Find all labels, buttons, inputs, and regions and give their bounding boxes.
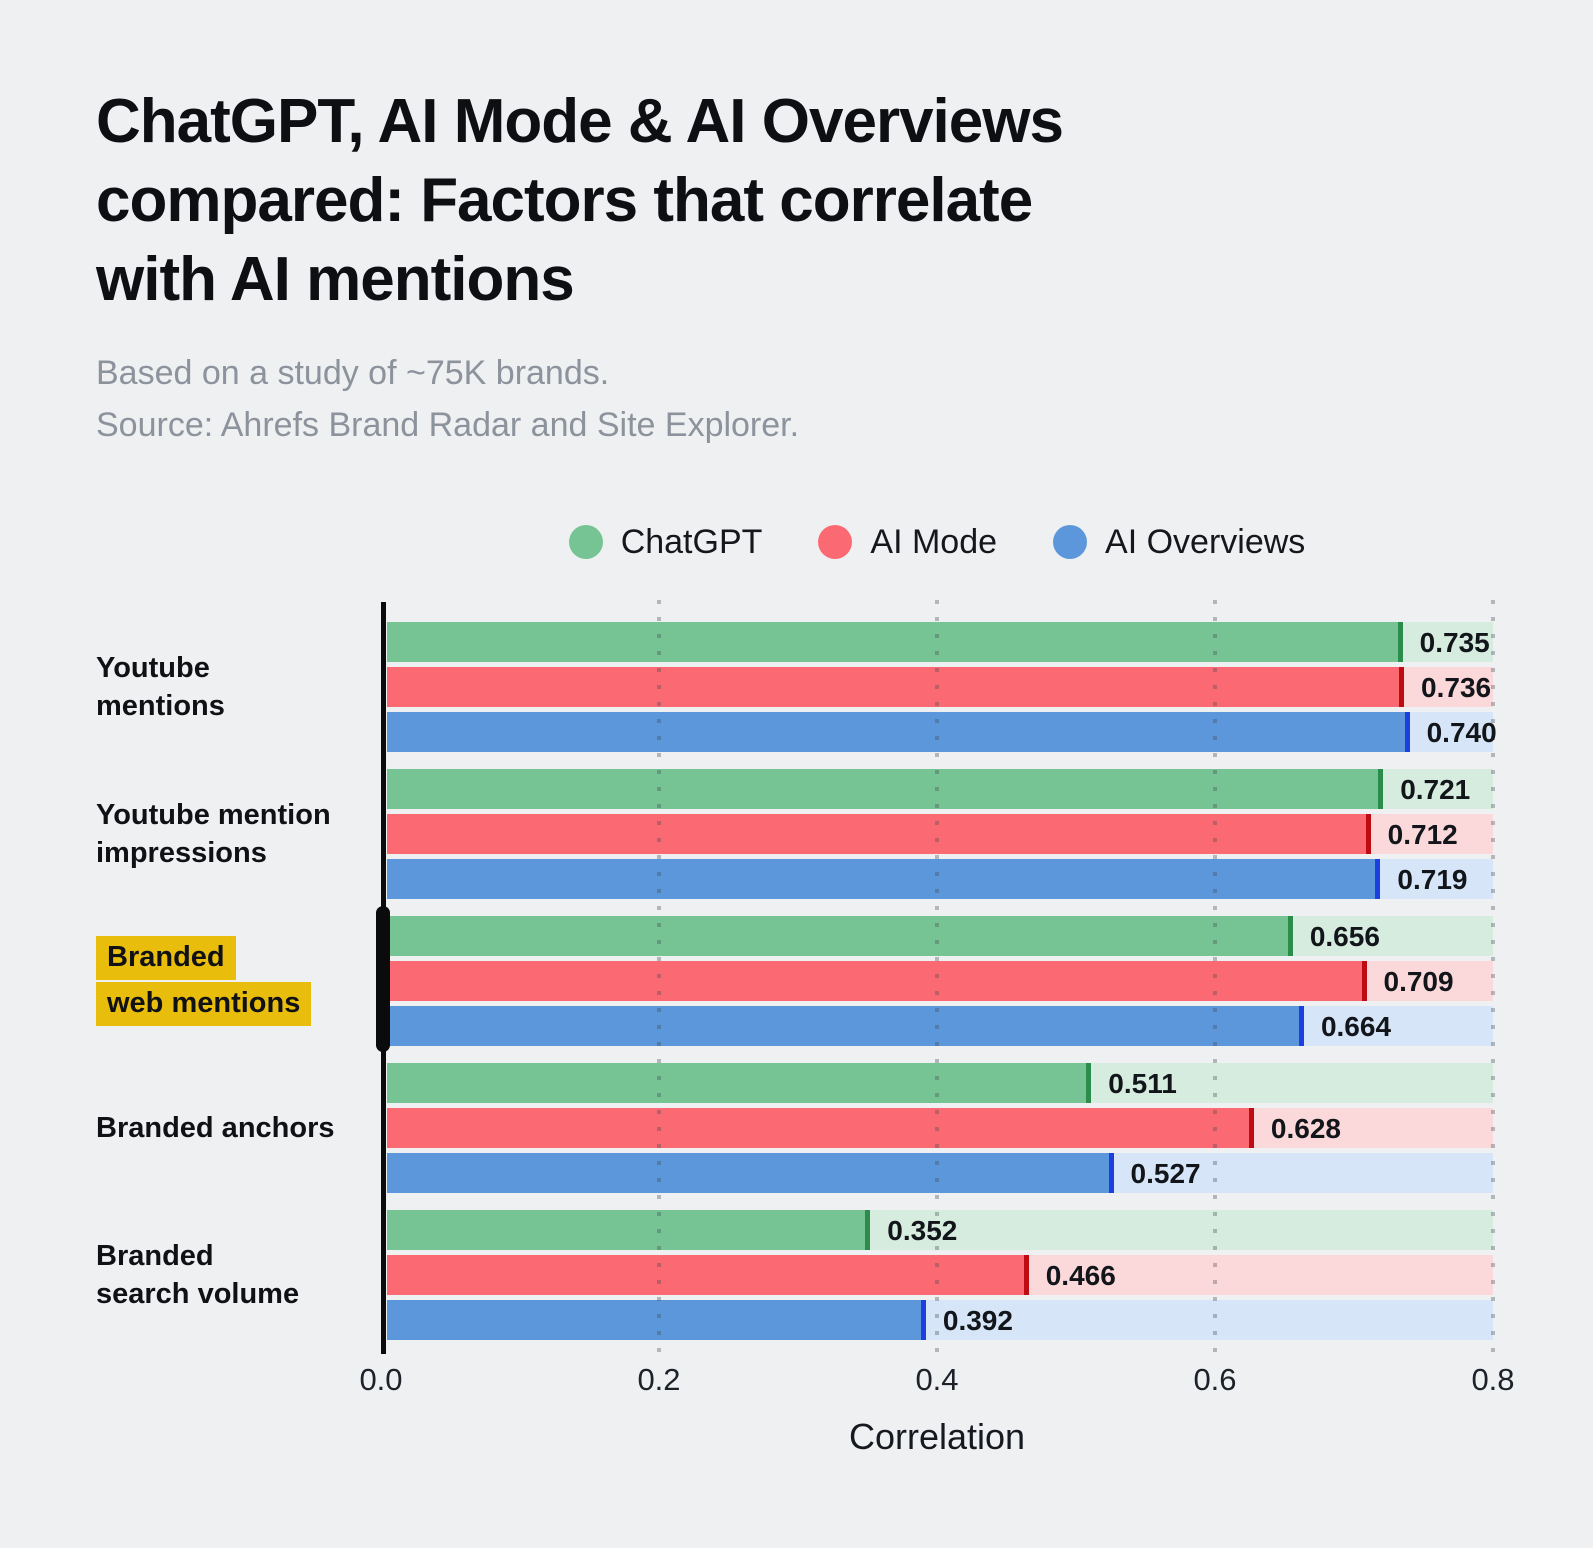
- bar-youtube-mention-impressions-ai-overviews: [387, 859, 1381, 899]
- category-label-branded-web-mentions: Branded web mentions: [96, 916, 381, 1046]
- legend-label-ai-mode: AI Mode: [870, 522, 998, 561]
- legend-item-ai-mode: AI Mode: [818, 523, 997, 562]
- legend-item-ai-overviews: AI Overviews: [1053, 523, 1305, 562]
- value-label-youtube-mentions-chatgpt: 0.735: [1419, 627, 1490, 658]
- bar-branded-web-mentions-chatgpt: [387, 916, 1293, 956]
- legend-dot-ai-mode-icon: [818, 525, 853, 559]
- gridline-0.4: [935, 600, 939, 1354]
- value-label-branded-search-volume-ai-overviews: 0.392: [942, 1305, 1013, 1336]
- value-label-branded-anchors-ai-mode: 0.628: [1270, 1113, 1341, 1144]
- value-label-youtube-mention-impressions-ai-mode: 0.712: [1387, 819, 1458, 850]
- value-label-branded-anchors-chatgpt: 0.511: [1108, 1068, 1177, 1099]
- category-label-youtube-mentions: Youtube mentions: [96, 622, 381, 752]
- category-label-line: Branded anchors: [96, 1112, 335, 1144]
- value-label-youtube-mentions-ai-mode: 0.736: [1421, 672, 1492, 703]
- chart-title-line-3: with AI mentions: [96, 245, 575, 314]
- category-label-line: Youtube mention: [96, 799, 331, 831]
- category-label-branded-search-volume: Branded search volume: [96, 1210, 381, 1340]
- legend: ChatGPT AI Mode AI Overviews: [381, 518, 1493, 566]
- gridline-0.8: [1491, 600, 1495, 1354]
- legend-dot-ai-overviews-icon: [1053, 525, 1088, 559]
- value-label-branded-search-volume-chatgpt: 0.352: [887, 1215, 958, 1246]
- legend-item-chatgpt: ChatGPT: [568, 522, 763, 562]
- category-label-line: web mentions: [96, 982, 312, 1026]
- value-label-branded-anchors-ai-overviews: 0.527: [1130, 1158, 1201, 1189]
- value-label-branded-web-mentions-chatgpt: 0.656: [1309, 921, 1380, 952]
- x-tick-0.2: 0.2: [637, 1362, 681, 1397]
- bar-branded-web-mentions-ai-mode: [387, 961, 1367, 1001]
- value-label-youtube-mentions-ai-overviews: 0.740: [1426, 717, 1497, 748]
- category-label-line: impressions: [96, 837, 267, 869]
- chart-title: ChatGPT, AI Mode & AI Overviews compared…: [96, 82, 1376, 319]
- category-label-line: Branded: [96, 936, 236, 980]
- x-tick-0.6: 0.6: [1193, 1362, 1237, 1397]
- bar-youtube-mentions-ai-mode: [387, 667, 1405, 707]
- bar-branded-anchors-chatgpt: [387, 1063, 1092, 1103]
- category-label-branded-anchors: Branded anchors: [96, 1063, 381, 1193]
- value-label-youtube-mention-impressions-chatgpt: 0.721: [1400, 774, 1471, 805]
- chart-subtitle-line-2: Source: Ahrefs Brand Radar and Site Expl…: [96, 406, 800, 444]
- bar-branded-web-mentions-ai-overviews: [387, 1006, 1304, 1046]
- highlighted-category-axis-marker: [376, 906, 390, 1052]
- x-axis-label: Correlation: [848, 1416, 1026, 1457]
- legend-dot-chatgpt-icon: [568, 525, 603, 559]
- gridline-0.6: [1213, 600, 1217, 1354]
- legend-label-chatgpt: ChatGPT: [620, 522, 763, 561]
- chart-subtitle-line-1: Based on a study of ~75K brands.: [96, 354, 610, 392]
- bar-youtube-mentions-chatgpt: [387, 622, 1403, 662]
- bar-youtube-mention-impressions-chatgpt: [387, 769, 1384, 809]
- category-label-line: search volume: [96, 1278, 300, 1310]
- bar-youtube-mention-impressions-ai-mode: [387, 814, 1371, 854]
- bar-branded-search-volume-chatgpt: [387, 1210, 871, 1250]
- bar-branded-search-volume-ai-mode: [387, 1255, 1029, 1295]
- category-label-line: mentions: [96, 690, 225, 722]
- chart-title-line-1: ChatGPT, AI Mode & AI Overviews: [96, 87, 1064, 156]
- category-label-youtube-mention-impressions: Youtube mention impressions: [96, 769, 381, 899]
- legend-label-ai-overviews: AI Overviews: [1105, 522, 1306, 561]
- value-label-branded-search-volume-ai-mode: 0.466: [1045, 1260, 1116, 1291]
- category-label-line: Branded: [96, 1240, 214, 1272]
- bar-branded-anchors-ai-mode: [387, 1108, 1254, 1148]
- value-label-youtube-mention-impressions-ai-overviews: 0.719: [1397, 864, 1468, 895]
- x-tick-0.4: 0.4: [915, 1362, 959, 1397]
- gridline-0.2: [657, 600, 661, 1354]
- category-label-line: Youtube: [96, 652, 210, 684]
- chart-title-line-2: compared: Factors that correlate: [96, 166, 1033, 235]
- bar-branded-anchors-ai-overviews: [387, 1153, 1114, 1193]
- chart-subtitle: Based on a study of ~75K brands. Source:…: [96, 347, 1296, 451]
- value-label-branded-web-mentions-ai-overviews: 0.664: [1320, 1011, 1392, 1042]
- x-tick-0.8: 0.8: [1471, 1362, 1515, 1397]
- bar-branded-search-volume-ai-overviews: [387, 1300, 926, 1340]
- value-label-branded-web-mentions-ai-mode: 0.709: [1383, 966, 1454, 997]
- x-tick-0.0: 0.0: [359, 1362, 403, 1397]
- bar-youtube-mentions-ai-overviews: [387, 712, 1410, 752]
